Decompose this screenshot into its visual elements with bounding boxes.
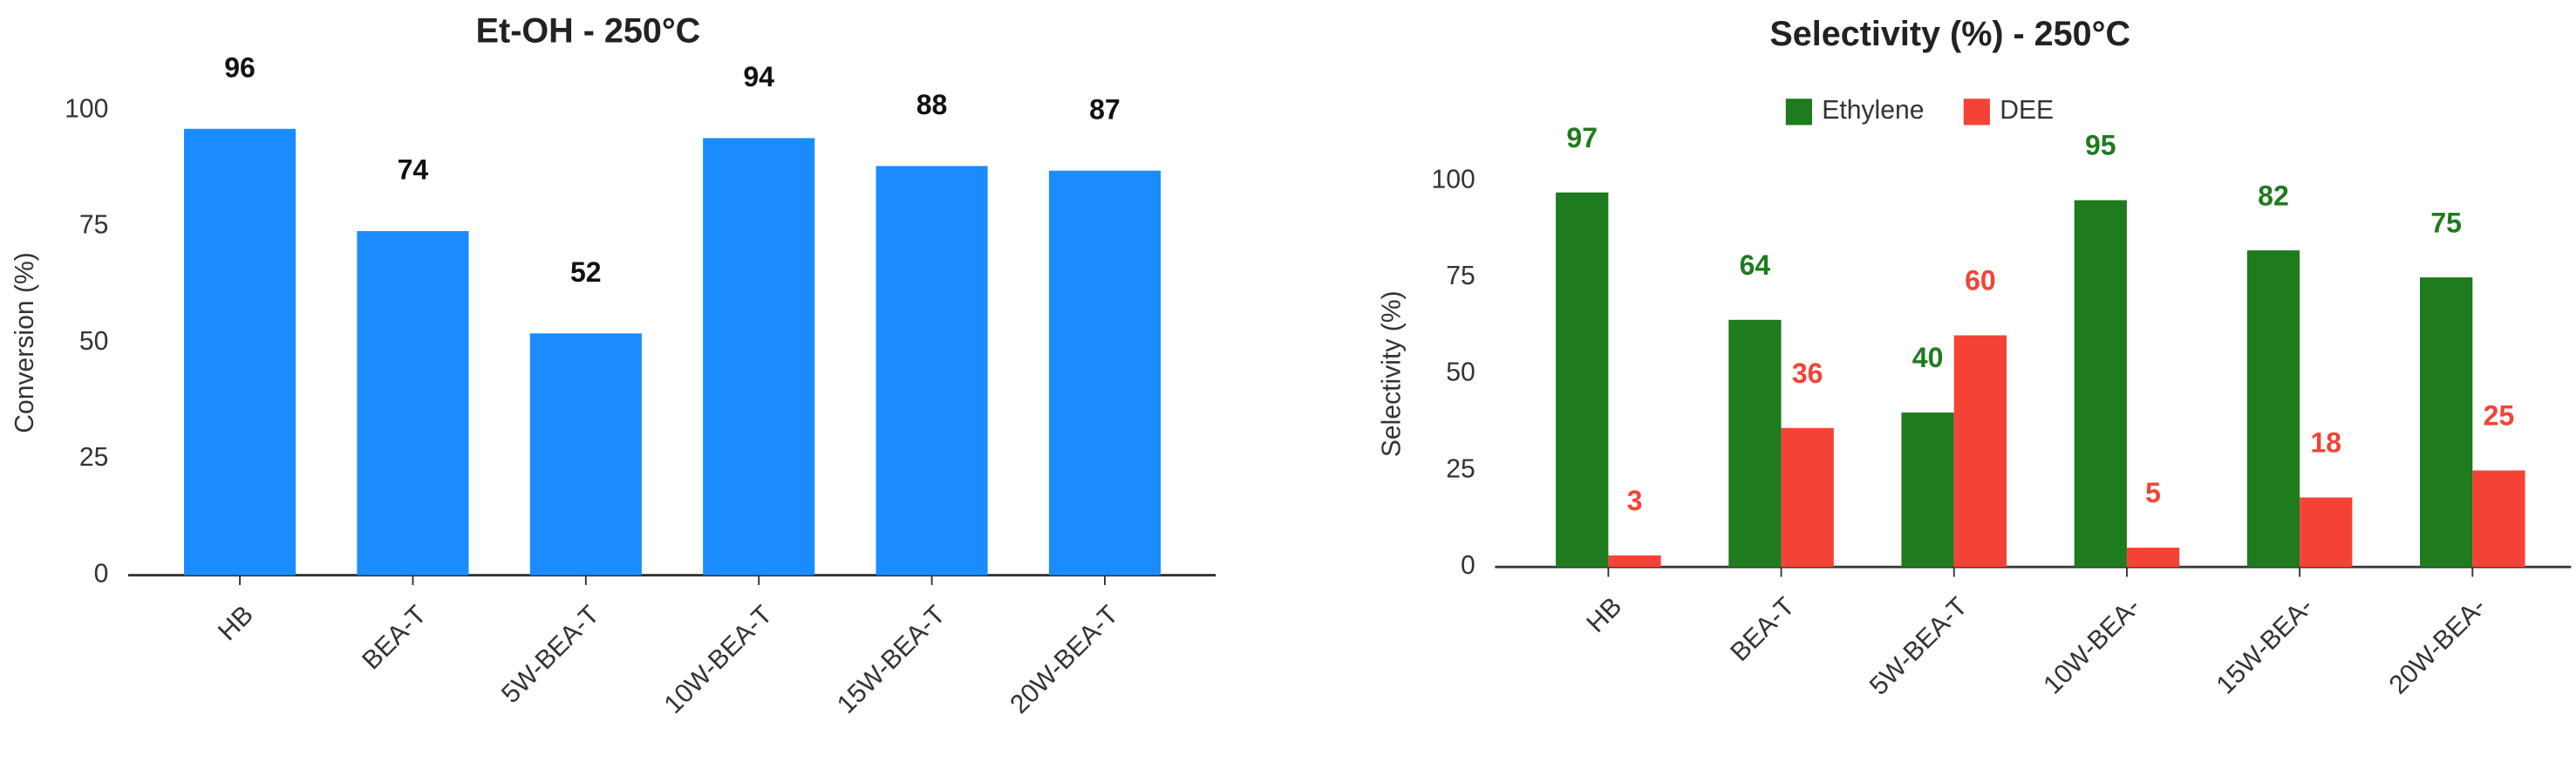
bar xyxy=(2246,250,2300,568)
x-tick-label: HB xyxy=(213,600,259,646)
y-tick-label: 50 xyxy=(79,327,109,356)
bar xyxy=(703,138,815,576)
x-tick-label: 5W-BEA-T xyxy=(1864,592,1973,701)
value-label: 64 xyxy=(1740,249,1771,281)
chart-title: Et-OH - 250°C xyxy=(476,11,701,50)
value-label: 74 xyxy=(398,154,429,186)
legend-swatch xyxy=(1785,99,1812,126)
x-tick-label: 20W-BEA-T xyxy=(1005,600,1124,719)
value-label: 95 xyxy=(2085,130,2116,161)
bar xyxy=(2420,277,2473,568)
legend-label: DEE xyxy=(2000,96,2054,125)
bar xyxy=(1048,170,1161,576)
value-label: 87 xyxy=(1089,93,1121,125)
bar xyxy=(1728,319,1782,568)
bar xyxy=(1781,427,1834,568)
bar xyxy=(1953,335,2007,568)
bar xyxy=(2300,497,2353,568)
y-tick-label: 100 xyxy=(65,94,108,123)
x-tick-label: HB xyxy=(1581,592,1627,638)
y-tick-label: 25 xyxy=(79,443,109,472)
x-tick-label: BEA-T xyxy=(1725,592,1800,667)
bar xyxy=(1556,192,1609,568)
value-label: 5 xyxy=(2145,477,2161,508)
y-tick-label: 100 xyxy=(1432,165,1475,194)
y-tick-label: 0 xyxy=(1461,551,1475,580)
x-tick-label: 10W-BEA-T xyxy=(658,600,778,719)
y-axis-label: Selectivity (%) xyxy=(1378,290,1407,457)
y-tick-label: 75 xyxy=(79,211,109,240)
y-tick-label: 75 xyxy=(1446,262,1475,290)
value-label: 25 xyxy=(2484,400,2515,432)
x-tick-label: 5W-BEA-T xyxy=(496,600,605,709)
legend-label: Ethylene xyxy=(1822,96,1924,125)
bar xyxy=(1901,412,1954,568)
chart-title: Selectivity (%) - 250°C xyxy=(1769,15,2130,53)
bar xyxy=(1608,555,1661,568)
x-tick-label: 15W-BEA-T xyxy=(832,600,951,719)
bar xyxy=(876,166,988,576)
value-label: 94 xyxy=(743,61,774,92)
x-tick-label: BEA-T xyxy=(357,600,432,675)
value-label: 97 xyxy=(1566,122,1598,153)
x-tick-label: 10W-BEA- xyxy=(2038,592,2146,700)
bar xyxy=(2472,470,2525,568)
y-tick-label: 50 xyxy=(1446,358,1475,387)
x-tick-label: 20W-BEA- xyxy=(2384,592,2492,700)
value-label: 3 xyxy=(1627,485,1643,516)
value-label: 60 xyxy=(1965,265,1996,297)
y-tick-label: 0 xyxy=(94,560,109,589)
y-axis-label: Conversion (%) xyxy=(10,252,39,433)
value-label: 18 xyxy=(2310,427,2341,459)
x-tick-label: 15W-BEA- xyxy=(2211,592,2319,700)
bar xyxy=(357,231,469,576)
value-label: 88 xyxy=(917,89,948,120)
value-label: 96 xyxy=(224,51,256,83)
value-label: 36 xyxy=(1792,358,1823,389)
bar xyxy=(2126,548,2180,568)
value-label: 52 xyxy=(570,256,602,288)
bar xyxy=(184,128,296,576)
bar xyxy=(2074,200,2127,568)
y-tick-label: 25 xyxy=(1446,454,1475,483)
bar xyxy=(529,333,642,576)
value-label: 75 xyxy=(2430,207,2462,238)
value-label: 82 xyxy=(2258,180,2289,211)
value-label: 40 xyxy=(1912,342,1944,373)
legend-swatch xyxy=(1963,99,1990,126)
